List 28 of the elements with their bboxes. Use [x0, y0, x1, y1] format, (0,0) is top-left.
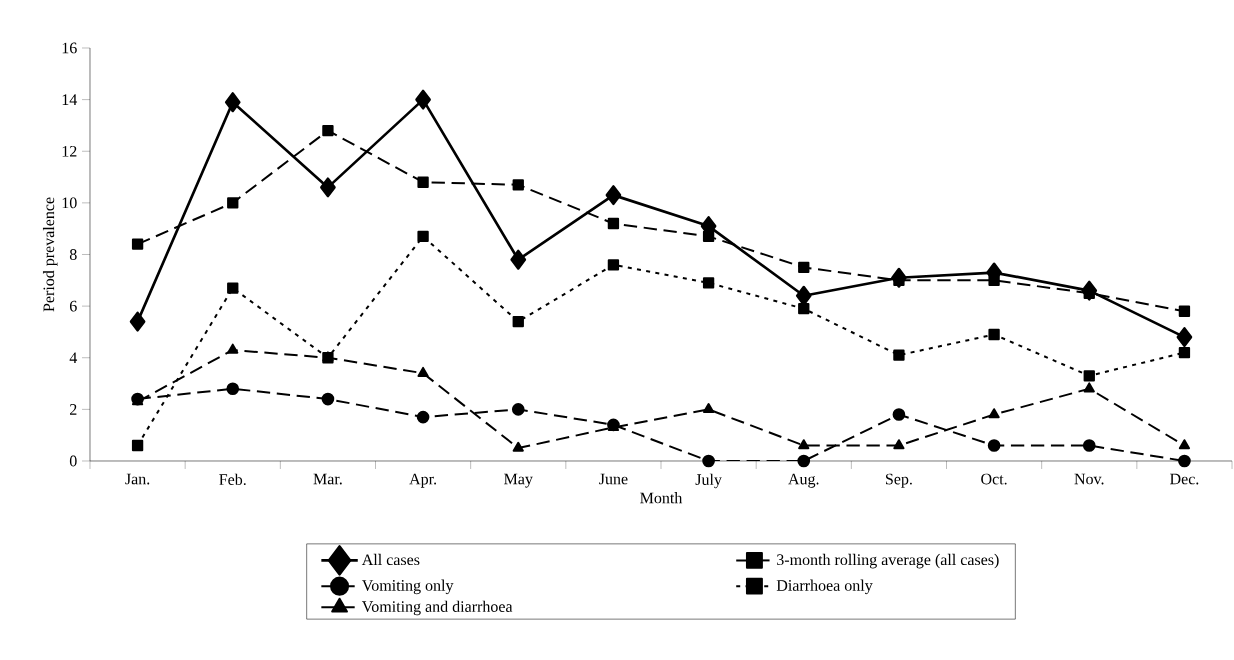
x-tick-label: Apr.	[409, 473, 437, 488]
x-tick-label: May	[504, 473, 533, 488]
legend-label: Vomiting and diarrhoea	[361, 600, 513, 616]
x-tick-label: Oct.	[981, 473, 1007, 485]
y-tick-label: 12	[62, 145, 77, 157]
y-tick-label: 0	[69, 455, 77, 467]
x-tick-label: Sep.	[886, 473, 912, 488]
y-tick-label: 10	[62, 197, 77, 209]
x-axis-title: Month	[640, 492, 683, 504]
x-tick-label: Feb.	[219, 473, 246, 486]
y-tick-label: 14	[62, 94, 78, 105]
x-tick-label: Aug.	[788, 473, 819, 488]
legend-label: All cases	[361, 553, 420, 566]
y-tick-label: 8	[69, 249, 77, 260]
legend-label: Diarrhoea only	[776, 579, 873, 595]
x-tick-label: Nov.	[1074, 473, 1104, 485]
legend-label: 3-month rolling average (all cases)	[777, 553, 999, 569]
y-tick-label: 6	[69, 300, 77, 312]
y-tick-label: 16	[62, 42, 77, 54]
x-tick-label: Dec.	[1170, 473, 1199, 485]
y-tick-label: 2	[70, 404, 77, 415]
x-tick-label: July	[695, 473, 722, 489]
x-tick-label: Mar.	[313, 473, 342, 485]
y-axis-title: Period prevalence	[42, 197, 58, 312]
x-tick-label: June	[599, 473, 628, 485]
x-tick-label: Jan.	[125, 473, 150, 485]
legend-label: Vomiting only	[361, 579, 454, 595]
y-tick-label: 4	[69, 352, 78, 364]
